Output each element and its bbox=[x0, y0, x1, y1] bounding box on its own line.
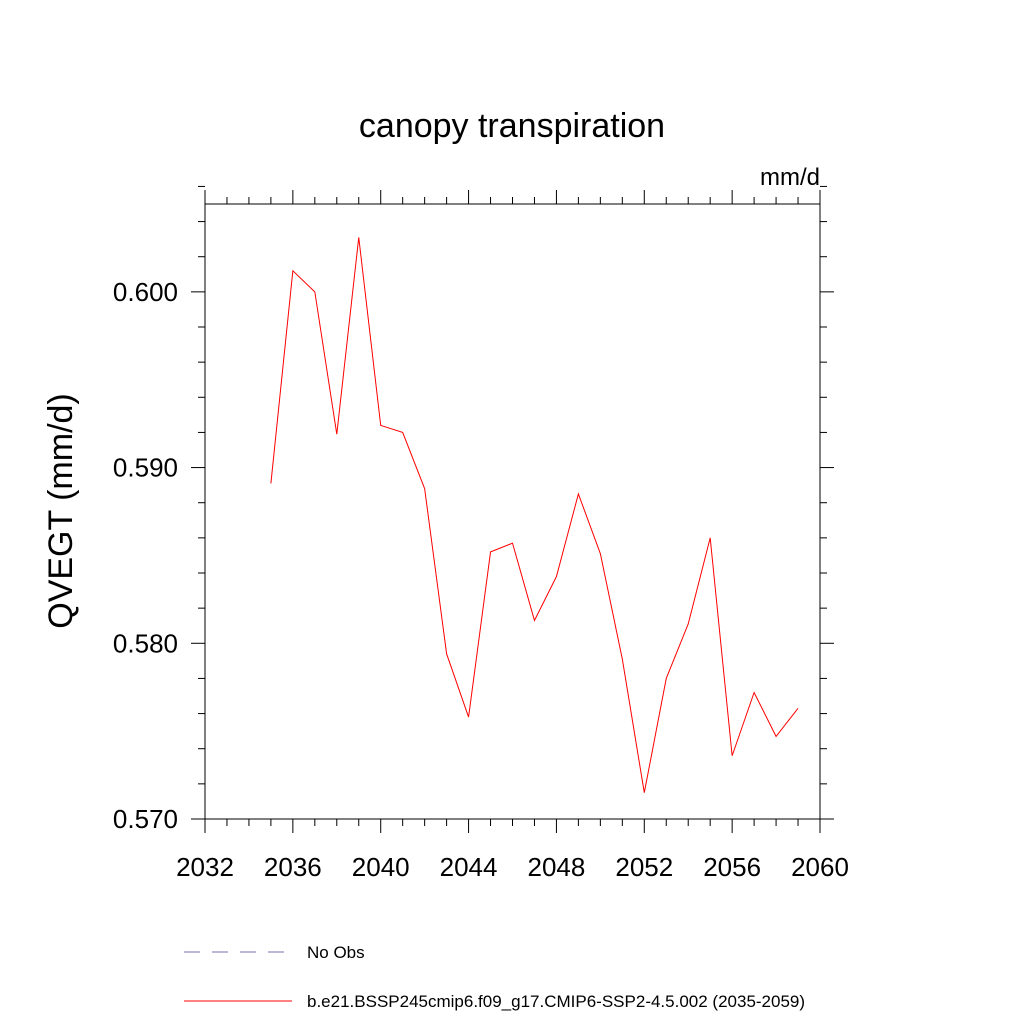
x-tick-label: 2036 bbox=[264, 852, 322, 882]
y-axis-label: QVEGT (mm/d) bbox=[42, 393, 80, 629]
y-tick-label: 0.590 bbox=[113, 453, 178, 483]
x-tick-label: 2032 bbox=[176, 852, 234, 882]
legend-label-model: b.e21.BSSP245cmip6.f09_g17.CMIP6-SSP2-4.… bbox=[307, 992, 805, 1011]
y-tick-label: 0.570 bbox=[113, 804, 178, 834]
legend: No Obs b.e21.BSSP245cmip6.f09_g17.CMIP6-… bbox=[184, 943, 805, 1011]
series-layer bbox=[270, 237, 799, 793]
x-tick-label: 2044 bbox=[440, 852, 498, 882]
chart-title: canopy transpiration bbox=[359, 107, 665, 145]
legend-label-no-obs: No Obs bbox=[307, 943, 365, 962]
x-tick-label: 2060 bbox=[791, 852, 849, 882]
x-tick-label: 2052 bbox=[615, 852, 673, 882]
y-tick-label: 0.600 bbox=[113, 277, 178, 307]
x-axis: 2032 2036 2040 2044 2048 2052 2056 2060 bbox=[176, 190, 849, 882]
y-tick-label: 0.580 bbox=[113, 628, 178, 658]
series-line-model bbox=[270, 237, 799, 793]
plot-frame bbox=[204, 203, 821, 820]
x-tick-label: 2056 bbox=[703, 852, 761, 882]
x-tick-label: 2048 bbox=[528, 852, 586, 882]
y-axis: 0.570 0.580 0.590 0.600 bbox=[113, 185, 834, 834]
x-tick-label: 2040 bbox=[352, 852, 410, 882]
units-label: mm/d bbox=[760, 164, 820, 191]
